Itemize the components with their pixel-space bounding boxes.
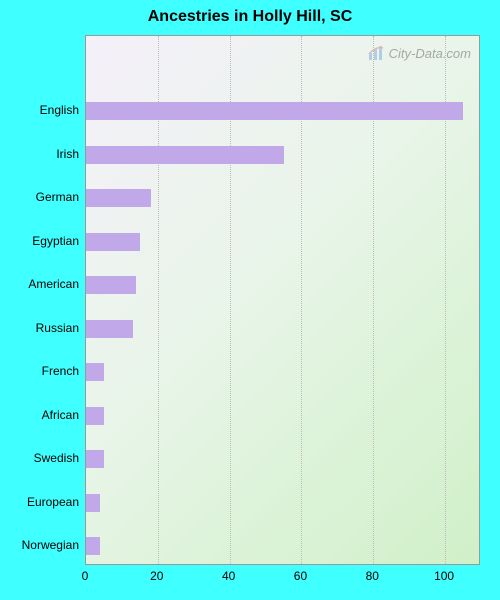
- bar: [86, 537, 100, 555]
- bar: [86, 102, 463, 120]
- x-tick-label: 80: [366, 569, 379, 583]
- plot-area: City-Data.com: [85, 35, 480, 565]
- x-tick-label: 0: [82, 569, 89, 583]
- bar: [86, 233, 140, 251]
- watermark-text: City-Data.com: [389, 46, 471, 61]
- y-tick-label: Egyptian: [0, 234, 79, 248]
- y-tick-label: Russian: [0, 321, 79, 335]
- bar: [86, 407, 104, 425]
- y-tick-label: Irish: [0, 147, 79, 161]
- x-tick-label: 60: [294, 569, 307, 583]
- x-tick-label: 40: [222, 569, 235, 583]
- y-tick-label: African: [0, 408, 79, 422]
- y-tick-label: English: [0, 103, 79, 117]
- bar: [86, 146, 284, 164]
- y-tick-label: German: [0, 190, 79, 204]
- y-tick-label: American: [0, 277, 79, 291]
- bar: [86, 320, 133, 338]
- y-tick-label: Norwegian: [0, 538, 79, 552]
- x-tick-label: 20: [150, 569, 163, 583]
- watermark-icon: [367, 44, 385, 62]
- bar: [86, 494, 100, 512]
- bar: [86, 450, 104, 468]
- bar: [86, 189, 151, 207]
- chart-title: Ancestries in Holly Hill, SC: [0, 8, 500, 26]
- y-tick-label: European: [0, 495, 79, 509]
- watermark: City-Data.com: [367, 44, 471, 62]
- y-tick-label: Swedish: [0, 451, 79, 465]
- bar: [86, 276, 136, 294]
- y-tick-label: French: [0, 364, 79, 378]
- x-tick-label: 100: [434, 569, 454, 583]
- bar: [86, 363, 104, 381]
